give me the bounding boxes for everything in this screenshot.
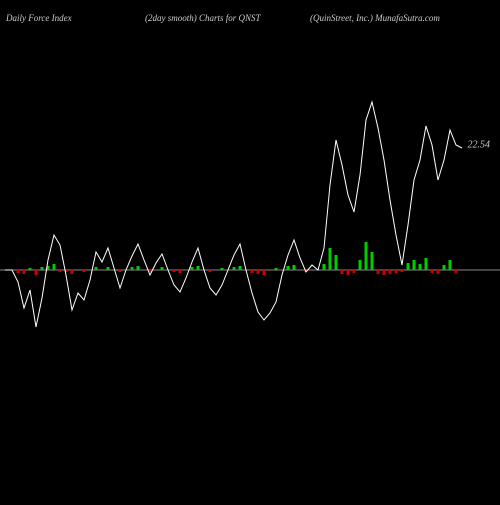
current-price-label: 22.54 [468, 140, 491, 151]
force-index-chart [0, 30, 500, 500]
chart-header: Daily Force Index (2day smooth) Charts f… [0, 8, 500, 28]
header-indicator-name: Daily Force Index [6, 13, 72, 23]
header-ticker: (2day smooth) Charts for QNST [145, 13, 261, 23]
chart-area: 22.54 [0, 30, 500, 500]
header-company-source: (QuinStreet, Inc.) MunafaSutra.com [310, 13, 440, 23]
